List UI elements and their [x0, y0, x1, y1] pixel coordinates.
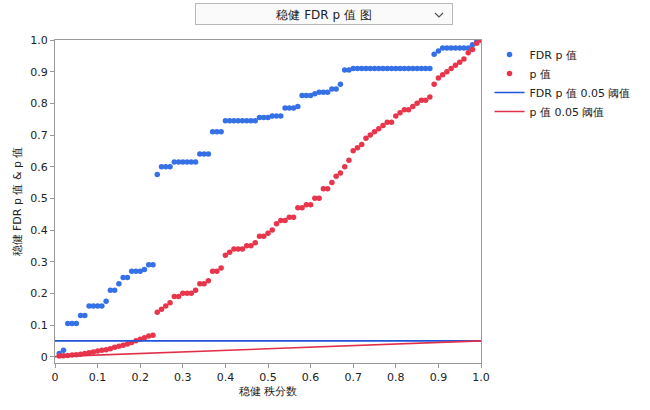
svg-text:0.4: 0.4: [217, 371, 235, 384]
svg-text:p 值: p 值: [530, 68, 551, 81]
svg-text:0.9: 0.9: [30, 66, 48, 79]
svg-text:0.4: 0.4: [30, 224, 48, 237]
svg-text:0.8: 0.8: [30, 97, 48, 110]
svg-text:0.2: 0.2: [30, 287, 48, 300]
svg-text:FDR p 值 0.05 阈值: FDR p 值 0.05 阈值: [530, 87, 631, 100]
svg-text:0.7: 0.7: [344, 371, 362, 384]
svg-text:0: 0: [52, 371, 59, 384]
svg-text:稳健 秩分数: 稳健 秩分数: [239, 385, 298, 398]
svg-text:1.0: 1.0: [472, 371, 490, 384]
svg-text:p 值 0.05 阈值: p 值 0.05 阈值: [530, 106, 605, 119]
html-text:稳健 FDR p 值 图: 稳健 FDR p 值 图: [276, 8, 372, 22]
svg-text:稳健 FDR p 值 & p 值: 稳健 FDR p 值 & p 值: [11, 147, 24, 257]
svg-text:0.1: 0.1: [30, 319, 48, 332]
svg-text:0.6: 0.6: [30, 161, 48, 174]
svg-text:0.7: 0.7: [30, 129, 48, 142]
svg-text:0.8: 0.8: [387, 371, 405, 384]
svg-text:0.3: 0.3: [30, 256, 48, 269]
svg-text:1.0: 1.0: [30, 34, 48, 47]
svg-text:FDR p 值: FDR p 值: [530, 49, 577, 62]
svg-text:0.5: 0.5: [259, 371, 277, 384]
svg-text:0.9: 0.9: [430, 371, 448, 384]
svg-text:0.6: 0.6: [302, 371, 320, 384]
svg-text:0.3: 0.3: [174, 371, 192, 384]
svg-text:0.1: 0.1: [89, 371, 107, 384]
svg-text:0: 0: [41, 351, 48, 364]
svg-text:0.2: 0.2: [131, 371, 149, 384]
svg-text:0.5: 0.5: [30, 192, 48, 205]
